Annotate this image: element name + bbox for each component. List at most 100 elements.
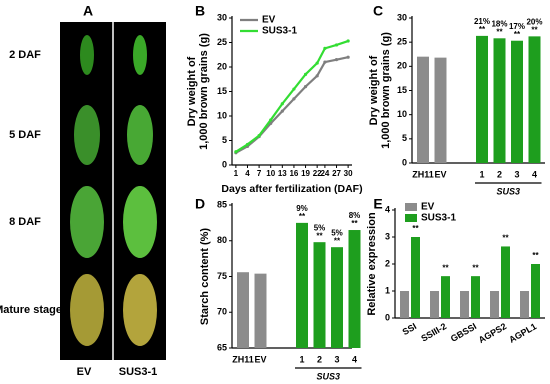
y-tick-label: 10 (397, 109, 407, 119)
x-tick-label: AGPL1 (507, 321, 538, 345)
bar (490, 291, 499, 318)
bar (441, 276, 450, 318)
x-tick-label: ZH11 (232, 354, 254, 364)
y-axis-label: 1,000 brown grains (g) (198, 33, 210, 150)
y-tick-label: 10 (217, 110, 227, 120)
bar (511, 40, 523, 163)
significance: ** (472, 263, 479, 272)
data-point (245, 142, 250, 147)
data-point (280, 109, 284, 113)
y-tick-label: 20 (217, 61, 227, 71)
bar (493, 38, 506, 163)
data-point (292, 97, 296, 101)
bar (531, 264, 540, 318)
bar (417, 56, 429, 163)
panel-label: A (83, 3, 93, 19)
bar (520, 291, 529, 318)
y-tick-label: 20 (397, 61, 407, 71)
data-point (323, 46, 327, 50)
significance: ** (502, 234, 509, 243)
y-tick-label: 70 (217, 307, 227, 317)
bar (430, 291, 439, 318)
panel-label: D (195, 196, 205, 212)
significance: ** (479, 25, 486, 34)
y-tick-label: 30 (217, 12, 227, 22)
y-tick-label: 0 (385, 312, 390, 322)
legend-swatch (405, 214, 417, 222)
bar (434, 57, 447, 164)
percent-label: 18% (491, 19, 507, 28)
legend-label: SUS3-1 (421, 213, 456, 224)
y-tick-label: 65 (217, 342, 227, 352)
x-tick-label: SSI (401, 321, 419, 337)
data-line (235, 56, 349, 154)
x-tick-label: 13 (278, 169, 287, 178)
legend-swatch (405, 203, 417, 211)
significance: ** (412, 224, 419, 233)
x-tick-label: 4 (352, 354, 357, 364)
bar (296, 222, 308, 348)
x-tick-label: 22 (313, 169, 322, 178)
y-axis-label: Dry weight of (186, 56, 198, 126)
group-label: SUS3 (316, 371, 340, 381)
x-tick-label: EV (434, 169, 446, 179)
panel-label: E (373, 196, 382, 212)
y-tick-label: 4 (385, 204, 390, 214)
data-point (257, 134, 261, 138)
x-tick-label: AGPS2 (477, 321, 508, 345)
significance: ** (531, 25, 538, 34)
significance: ** (351, 219, 358, 228)
x-tick-label: 24 (320, 169, 329, 178)
x-tick-label: 16 (289, 169, 298, 178)
bar (254, 273, 267, 348)
x-tick-label: 19 (301, 169, 310, 178)
bar (313, 242, 326, 348)
significance: ** (496, 27, 503, 36)
x-tick-label: 1 (299, 354, 304, 364)
x-tick-label: 4 (532, 169, 537, 179)
y-tick-label: 3 (385, 231, 390, 241)
significance: ** (299, 212, 306, 221)
y-tick-label: 25 (217, 37, 227, 47)
significance: ** (334, 236, 341, 245)
y-tick-label: 1 (385, 285, 390, 295)
x-tick-label: 4 (245, 169, 250, 178)
x-tick-label: 3 (334, 354, 339, 364)
data-point (315, 74, 319, 78)
y-tick-label: 15 (217, 86, 227, 96)
bar (476, 35, 488, 164)
legend-label: SUS3-1 (262, 26, 297, 37)
y-tick-label: 30 (397, 12, 407, 22)
data-point (334, 58, 339, 62)
bar (411, 237, 420, 318)
legend-label: EV (421, 202, 435, 213)
significance: ** (514, 30, 521, 39)
group-label: SUS3 (496, 186, 520, 196)
y-axis-label: 1,000 brown grains (g) (380, 32, 392, 149)
data-point (323, 60, 327, 64)
panel-label: C (373, 3, 383, 19)
data-point (234, 150, 238, 154)
percent-label: 9% (296, 204, 308, 213)
grains (70, 35, 157, 346)
row-label: 5 DAF (9, 129, 41, 141)
x-tick-label: 27 (332, 169, 341, 178)
column-label: EV (77, 366, 92, 378)
x-tick-label: SSIII-2 (419, 321, 448, 343)
y-tick-label: 15 (397, 85, 407, 95)
row-label: Mature stage (0, 304, 62, 316)
percent-label: 17% (509, 22, 525, 31)
x-tick-label: 7 (257, 169, 262, 178)
bar (237, 272, 249, 348)
percent-label: 5% (314, 223, 326, 232)
y-tick-label: 25 (397, 37, 407, 47)
bar (400, 291, 409, 318)
y-tick-label: 80 (217, 235, 227, 245)
column-label: SUS3-1 (119, 366, 158, 378)
row-label: 2 DAF (9, 49, 41, 61)
bar (331, 247, 343, 348)
bar (348, 230, 361, 348)
x-tick-label: 2 (317, 354, 322, 364)
data-point (334, 43, 339, 47)
